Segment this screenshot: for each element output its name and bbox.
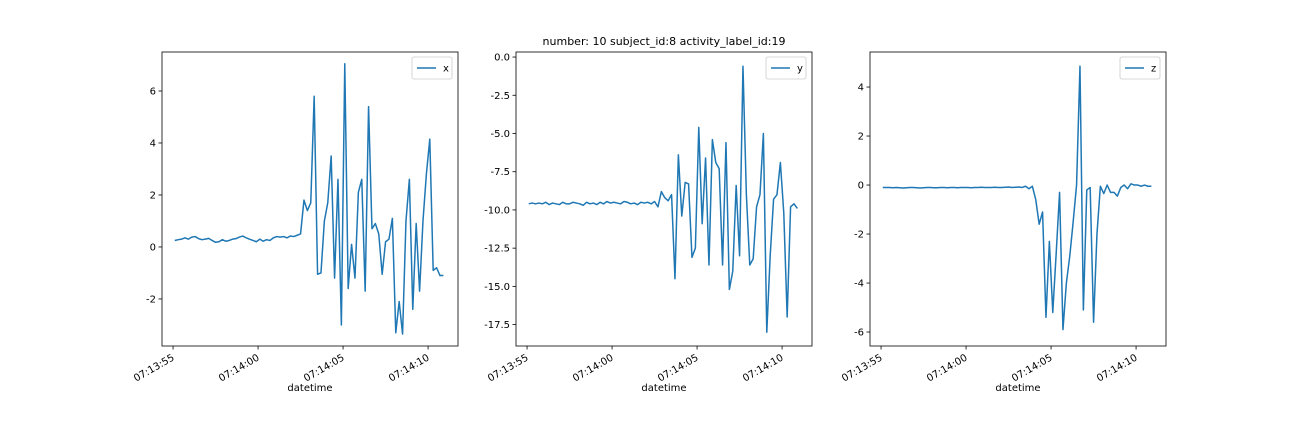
data-line xyxy=(882,65,1152,331)
x-tick-label: 07:14:10 xyxy=(1095,353,1139,385)
y-tick-label: -2 xyxy=(854,230,864,241)
y-tick-label: 2 xyxy=(858,132,864,143)
y-tick-label: -2 xyxy=(146,294,156,305)
x-axis-label: datetime xyxy=(995,383,1040,394)
plot-frame xyxy=(869,51,1167,347)
y-tick-label: -4 xyxy=(854,279,864,290)
x-tick-label: 07:14:10 xyxy=(741,353,785,385)
y-tick-label: -15.0 xyxy=(484,282,510,293)
x-tick-label: 07:14:00 xyxy=(571,353,615,385)
x-tick-label: 07:13:55 xyxy=(840,353,884,385)
y-tick-label: -7.5 xyxy=(490,167,510,178)
data-line xyxy=(174,62,444,335)
chart-title: number: 10 subject_id:8 activity_label_i… xyxy=(543,35,786,48)
y-tick-label: 0 xyxy=(858,181,864,192)
x-axis-label: datetime xyxy=(641,383,686,394)
x-tick-label: 07:13:55 xyxy=(132,353,176,385)
legend-label: x xyxy=(443,64,449,75)
y-tick-label: -6 xyxy=(854,328,864,339)
x-tick-label: 07:14:05 xyxy=(1010,353,1054,385)
plot-frame xyxy=(515,51,813,347)
x-axis-label: datetime xyxy=(287,383,332,394)
data-line xyxy=(528,65,798,333)
y-tick-label: 4 xyxy=(150,138,156,149)
x-tick-label: 07:14:05 xyxy=(302,353,346,385)
legend-label: z xyxy=(1151,64,1156,75)
y-tick-label: -12.5 xyxy=(484,244,510,255)
y-tick-label: 4 xyxy=(858,83,864,94)
y-tick-label: 0 xyxy=(150,242,156,253)
legend-label: y xyxy=(797,64,803,75)
y-tick-label: -17.5 xyxy=(484,320,510,331)
y-tick-label: 2 xyxy=(150,190,156,201)
x-tick-label: 07:14:00 xyxy=(217,353,261,385)
x-tick-label: 07:14:00 xyxy=(925,353,969,385)
y-tick-label: -2.5 xyxy=(490,91,510,102)
y-tick-label: -5.0 xyxy=(490,129,510,140)
x-tick-label: 07:14:10 xyxy=(387,353,431,385)
y-tick-label: -10.0 xyxy=(484,205,510,216)
plot-frame xyxy=(161,51,459,347)
x-tick-label: 07:13:55 xyxy=(486,353,530,385)
x-tick-label: 07:14:05 xyxy=(656,353,700,385)
y-tick-label: 6 xyxy=(150,86,156,97)
y-tick-label: 0.0 xyxy=(494,53,510,64)
